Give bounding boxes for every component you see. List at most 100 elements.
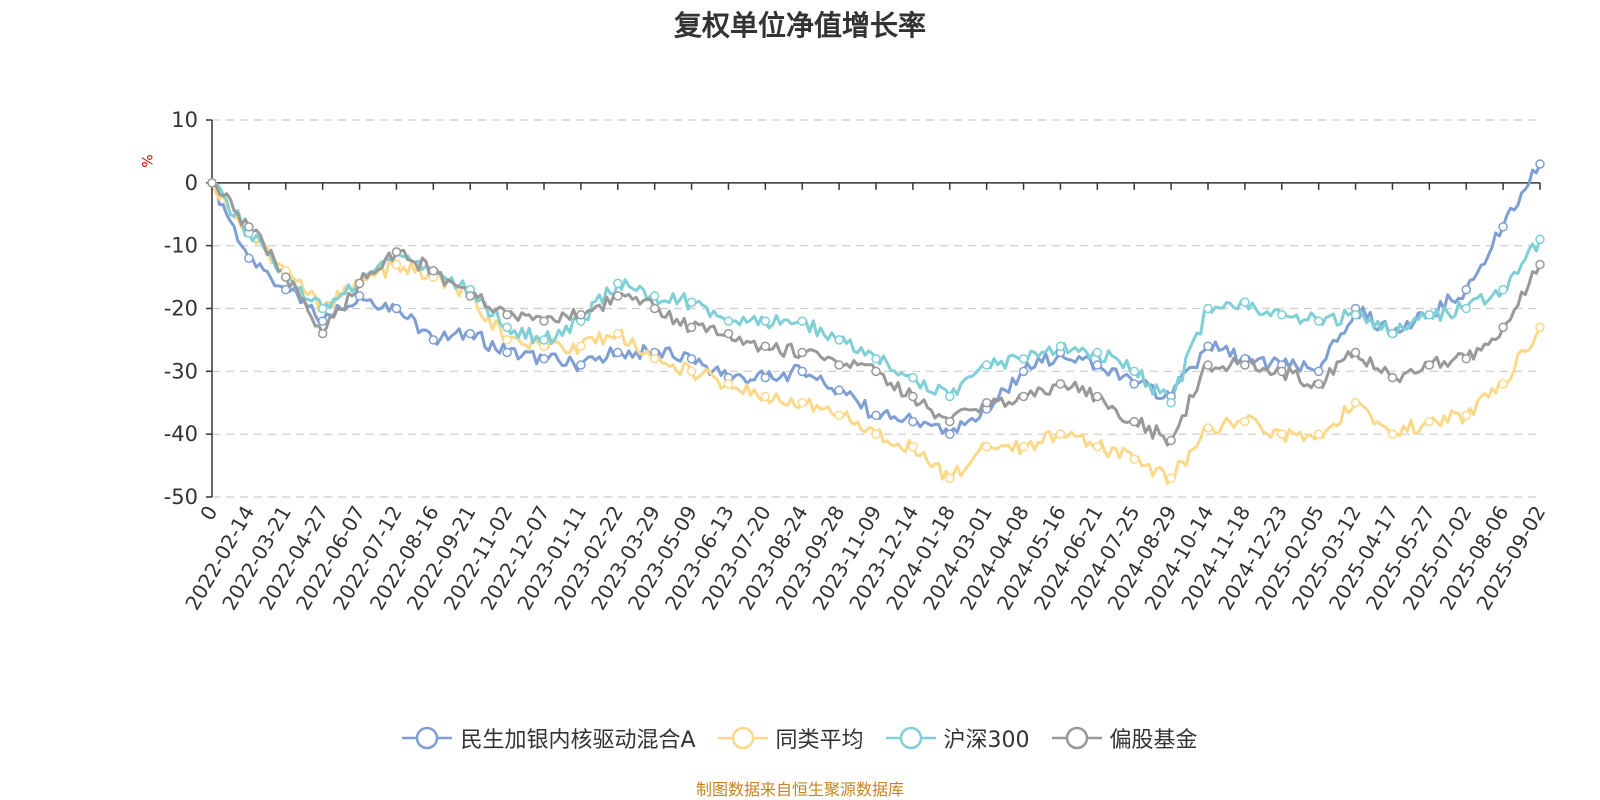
- series-1-point-13: [686, 366, 697, 377]
- series-2-point-27: [1203, 303, 1213, 314]
- series-3-point-14: [723, 328, 734, 339]
- series-3-point-23: [1055, 379, 1066, 389]
- series-1-point-36: [1535, 322, 1545, 333]
- series-2-point-28: [1240, 297, 1250, 307]
- series-3-point-6: [428, 266, 439, 276]
- series-3-point-28: [1240, 360, 1250, 370]
- series-2-point-36: [1535, 234, 1545, 245]
- series-1-point-27: [1203, 423, 1213, 433]
- series-1-point-31: [1350, 398, 1361, 408]
- series-0-point-10: [576, 360, 586, 370]
- series-0-point-7: [465, 328, 475, 339]
- series-1-point-24: [1092, 441, 1103, 452]
- series-2-point-19: [908, 372, 918, 383]
- series-3-point-31: [1350, 347, 1361, 358]
- series-3-point-10: [576, 310, 586, 320]
- series-0-point-36: [1535, 159, 1545, 169]
- series-1-point-32: [1387, 429, 1398, 439]
- series-1-point-12: [649, 354, 660, 364]
- series-0-point-15: [760, 372, 771, 383]
- series-3-point-4: [354, 278, 365, 289]
- series-2-point-17: [834, 335, 844, 345]
- series-2-point-21: [981, 360, 992, 370]
- series-3-point-29: [1277, 366, 1287, 377]
- series-0-point-17: [834, 385, 844, 395]
- series-0-point-6: [428, 335, 439, 345]
- y-tick-label-6: -50: [164, 485, 198, 509]
- series-0-point-30: [1313, 366, 1324, 377]
- series-2-point-22: [1018, 354, 1029, 364]
- series-3-point-32: [1387, 372, 1398, 383]
- legend-label: 民生加银内核驱动混合A: [460, 728, 696, 753]
- series-3-point-36: [1535, 259, 1545, 270]
- series-3-point-7: [465, 291, 475, 301]
- x-tick-label-0: 0: [195, 502, 222, 525]
- series-3-point-21: [981, 398, 992, 408]
- data-source-note: 制图数据来自恒生聚源数据库: [695, 780, 904, 799]
- series-3-point-8: [502, 310, 512, 320]
- series-2-point-31: [1350, 310, 1361, 320]
- series-3-point-20: [945, 416, 955, 427]
- series-0-point-16: [797, 366, 807, 377]
- y-tick-label-4: -30: [164, 359, 198, 383]
- series-0-point-5: [391, 303, 402, 314]
- series-3-point-27: [1203, 360, 1213, 370]
- legend-item-0[interactable]: 民生加银内核驱动混合A: [402, 722, 696, 754]
- series-3-point-9: [539, 316, 549, 326]
- legend-item-2[interactable]: 沪深300: [885, 722, 1030, 754]
- series-0-point-2: [281, 284, 291, 295]
- legend-item-1[interactable]: 同类平均: [717, 722, 864, 754]
- series-3-point-15: [760, 341, 771, 351]
- series-2-point-33: [1424, 310, 1435, 320]
- series-1-point-11: [613, 328, 623, 339]
- legend-label: 偏股基金: [1109, 728, 1198, 753]
- series-3-point-22: [1018, 391, 1029, 402]
- series-2-point-14: [723, 316, 734, 326]
- series-1-point-18: [871, 429, 881, 439]
- series-2-point-9: [539, 335, 549, 345]
- series-0-point-19: [908, 416, 918, 427]
- series-0-point-13: [686, 354, 697, 364]
- y-tick-label-3: -20: [164, 297, 198, 321]
- legend-swatch-icon: [885, 726, 936, 750]
- series-0-point-20: [945, 429, 955, 439]
- series-3-point-25: [1129, 416, 1139, 427]
- series-3-point-1: [244, 222, 254, 232]
- series-3-point-5: [391, 247, 402, 257]
- series-2-point-29: [1277, 310, 1287, 320]
- legend-swatch-icon: [1051, 726, 1102, 750]
- series-3-point-24: [1092, 391, 1103, 402]
- series-0-point-9: [539, 354, 549, 364]
- series-2-point-20: [945, 391, 955, 402]
- legend-item-3[interactable]: 偏股基金: [1051, 722, 1198, 754]
- series-1-point-14: [723, 379, 734, 389]
- series-1-point-19: [908, 441, 918, 452]
- series-2-point-24: [1092, 347, 1103, 358]
- series-0-point-34: [1461, 284, 1471, 295]
- legend-swatch-icon: [717, 726, 768, 750]
- series-1-point-20: [945, 473, 955, 483]
- series-0-point-8: [502, 347, 512, 358]
- series-1-point-23: [1055, 429, 1066, 439]
- series-3-point-33: [1424, 360, 1435, 370]
- series-1-point-10: [576, 341, 586, 351]
- series-2-point-32: [1387, 328, 1398, 339]
- series-3-point-30: [1313, 379, 1324, 389]
- series-3-point-34: [1461, 354, 1471, 364]
- series-2-point-8: [502, 322, 512, 333]
- series-1-point-28: [1240, 416, 1250, 427]
- series-3-point-35: [1498, 322, 1508, 333]
- series-2-point-12: [649, 291, 660, 301]
- series-1-point-15: [760, 391, 771, 402]
- series-2-point-16: [797, 316, 807, 326]
- legend: 民生加银内核驱动混合A 同类平均 沪深300 偏股基金: [0, 722, 1600, 754]
- series-1-point-30: [1313, 429, 1324, 439]
- x-axis: 02022-02-142022-03-212022-04-272022-06-0…: [180, 182, 1550, 614]
- series-1-point-35: [1498, 379, 1508, 389]
- y-tick-label-5: -40: [164, 422, 198, 446]
- series-2-point-18: [871, 354, 881, 364]
- series-0-point-27: [1203, 341, 1213, 351]
- series-3-point-18: [871, 366, 881, 377]
- series-0-point-22: [1018, 366, 1029, 377]
- series-1-point-17: [834, 410, 844, 421]
